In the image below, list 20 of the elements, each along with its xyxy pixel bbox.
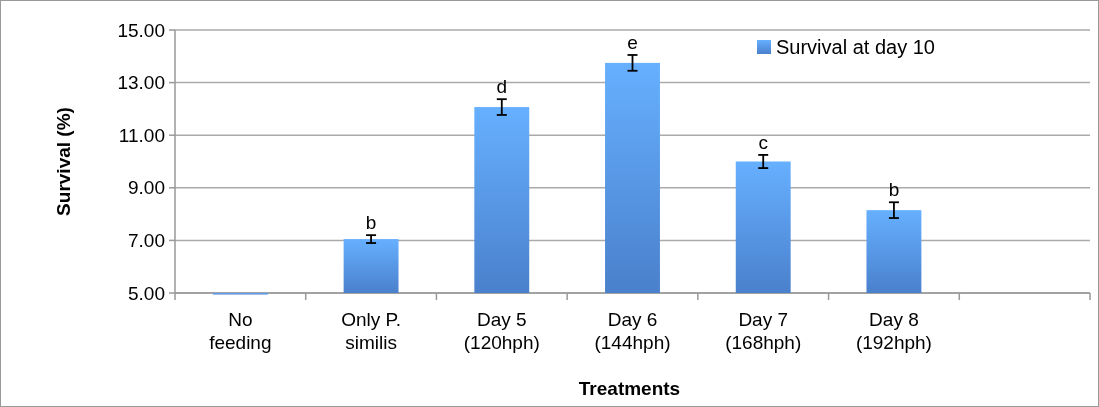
x-tick-label: Day 8 (192hph) [855, 309, 932, 353]
annotation: d [496, 76, 508, 98]
annotation: e [627, 31, 638, 53]
y-tick-label: 5.00 [128, 282, 165, 304]
annotation: b [365, 212, 377, 234]
x-tick-label: Day 5 (120hph) [463, 309, 540, 353]
y-tick-label: 7.00 [128, 230, 165, 252]
x-tick-label: No feeding [209, 309, 272, 353]
x-axis-title: Treatments [578, 378, 681, 399]
annotation: b [888, 179, 900, 201]
x-tick-label: Day 7 (168hph) [725, 309, 802, 353]
y-axis-title: Survival (%) [53, 107, 74, 216]
y-tick-label: 11.00 [118, 124, 165, 146]
x-tick-label: Day 6 (144hph) [594, 309, 671, 353]
y-tick-label: 15.00 [117, 19, 165, 41]
annotation: c [758, 131, 768, 153]
y-tick-label: 13.00 [117, 72, 165, 94]
legend-label: Survival at day 10 [776, 36, 935, 58]
x-tick-label: Only P. similis [341, 309, 401, 353]
y-tick-label: 9.00 [128, 177, 165, 199]
